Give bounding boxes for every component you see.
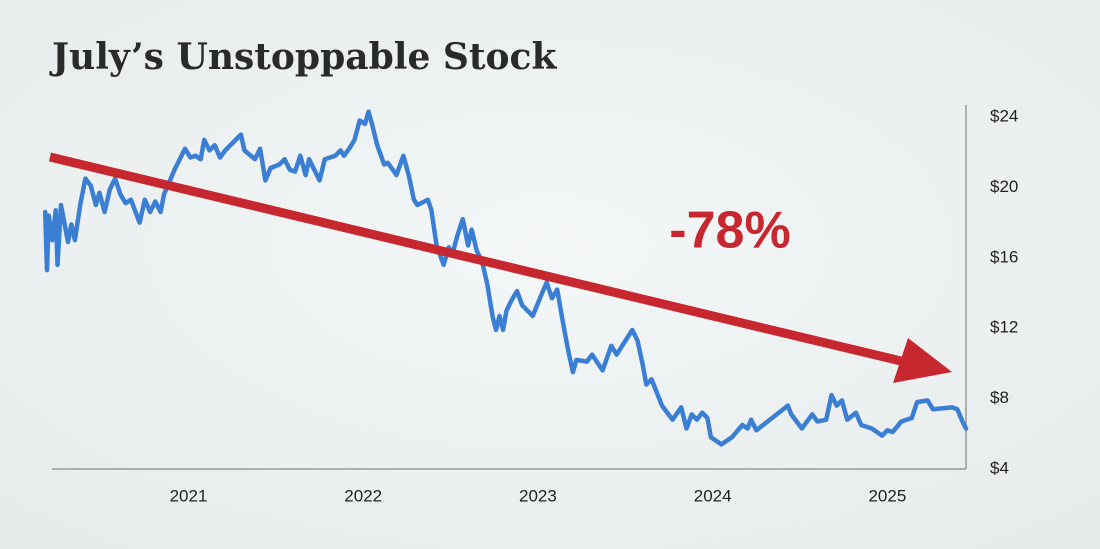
x-tick-label: 2021 xyxy=(170,486,208,505)
y-tick-label: $16 xyxy=(990,247,1018,266)
plot xyxy=(42,109,969,447)
x-tick-label: 2023 xyxy=(519,486,557,505)
chart-title: July’s Unstoppable Stock xyxy=(49,36,557,78)
x-tick-label: 2024 xyxy=(694,486,732,505)
annotation: -78% xyxy=(669,202,790,260)
trend-arrow xyxy=(48,152,907,367)
x-tick-label: 2025 xyxy=(868,486,906,505)
price-line xyxy=(42,109,969,447)
y-tick-label: $4 xyxy=(990,458,1009,477)
y-tick-label: $8 xyxy=(990,388,1009,407)
x-tick-label: 2022 xyxy=(344,486,382,505)
arrow-head xyxy=(893,338,952,383)
y-tick-label: $12 xyxy=(990,318,1018,337)
y-tick-label: $24 xyxy=(990,106,1018,125)
y-tick-label: $20 xyxy=(990,177,1018,196)
